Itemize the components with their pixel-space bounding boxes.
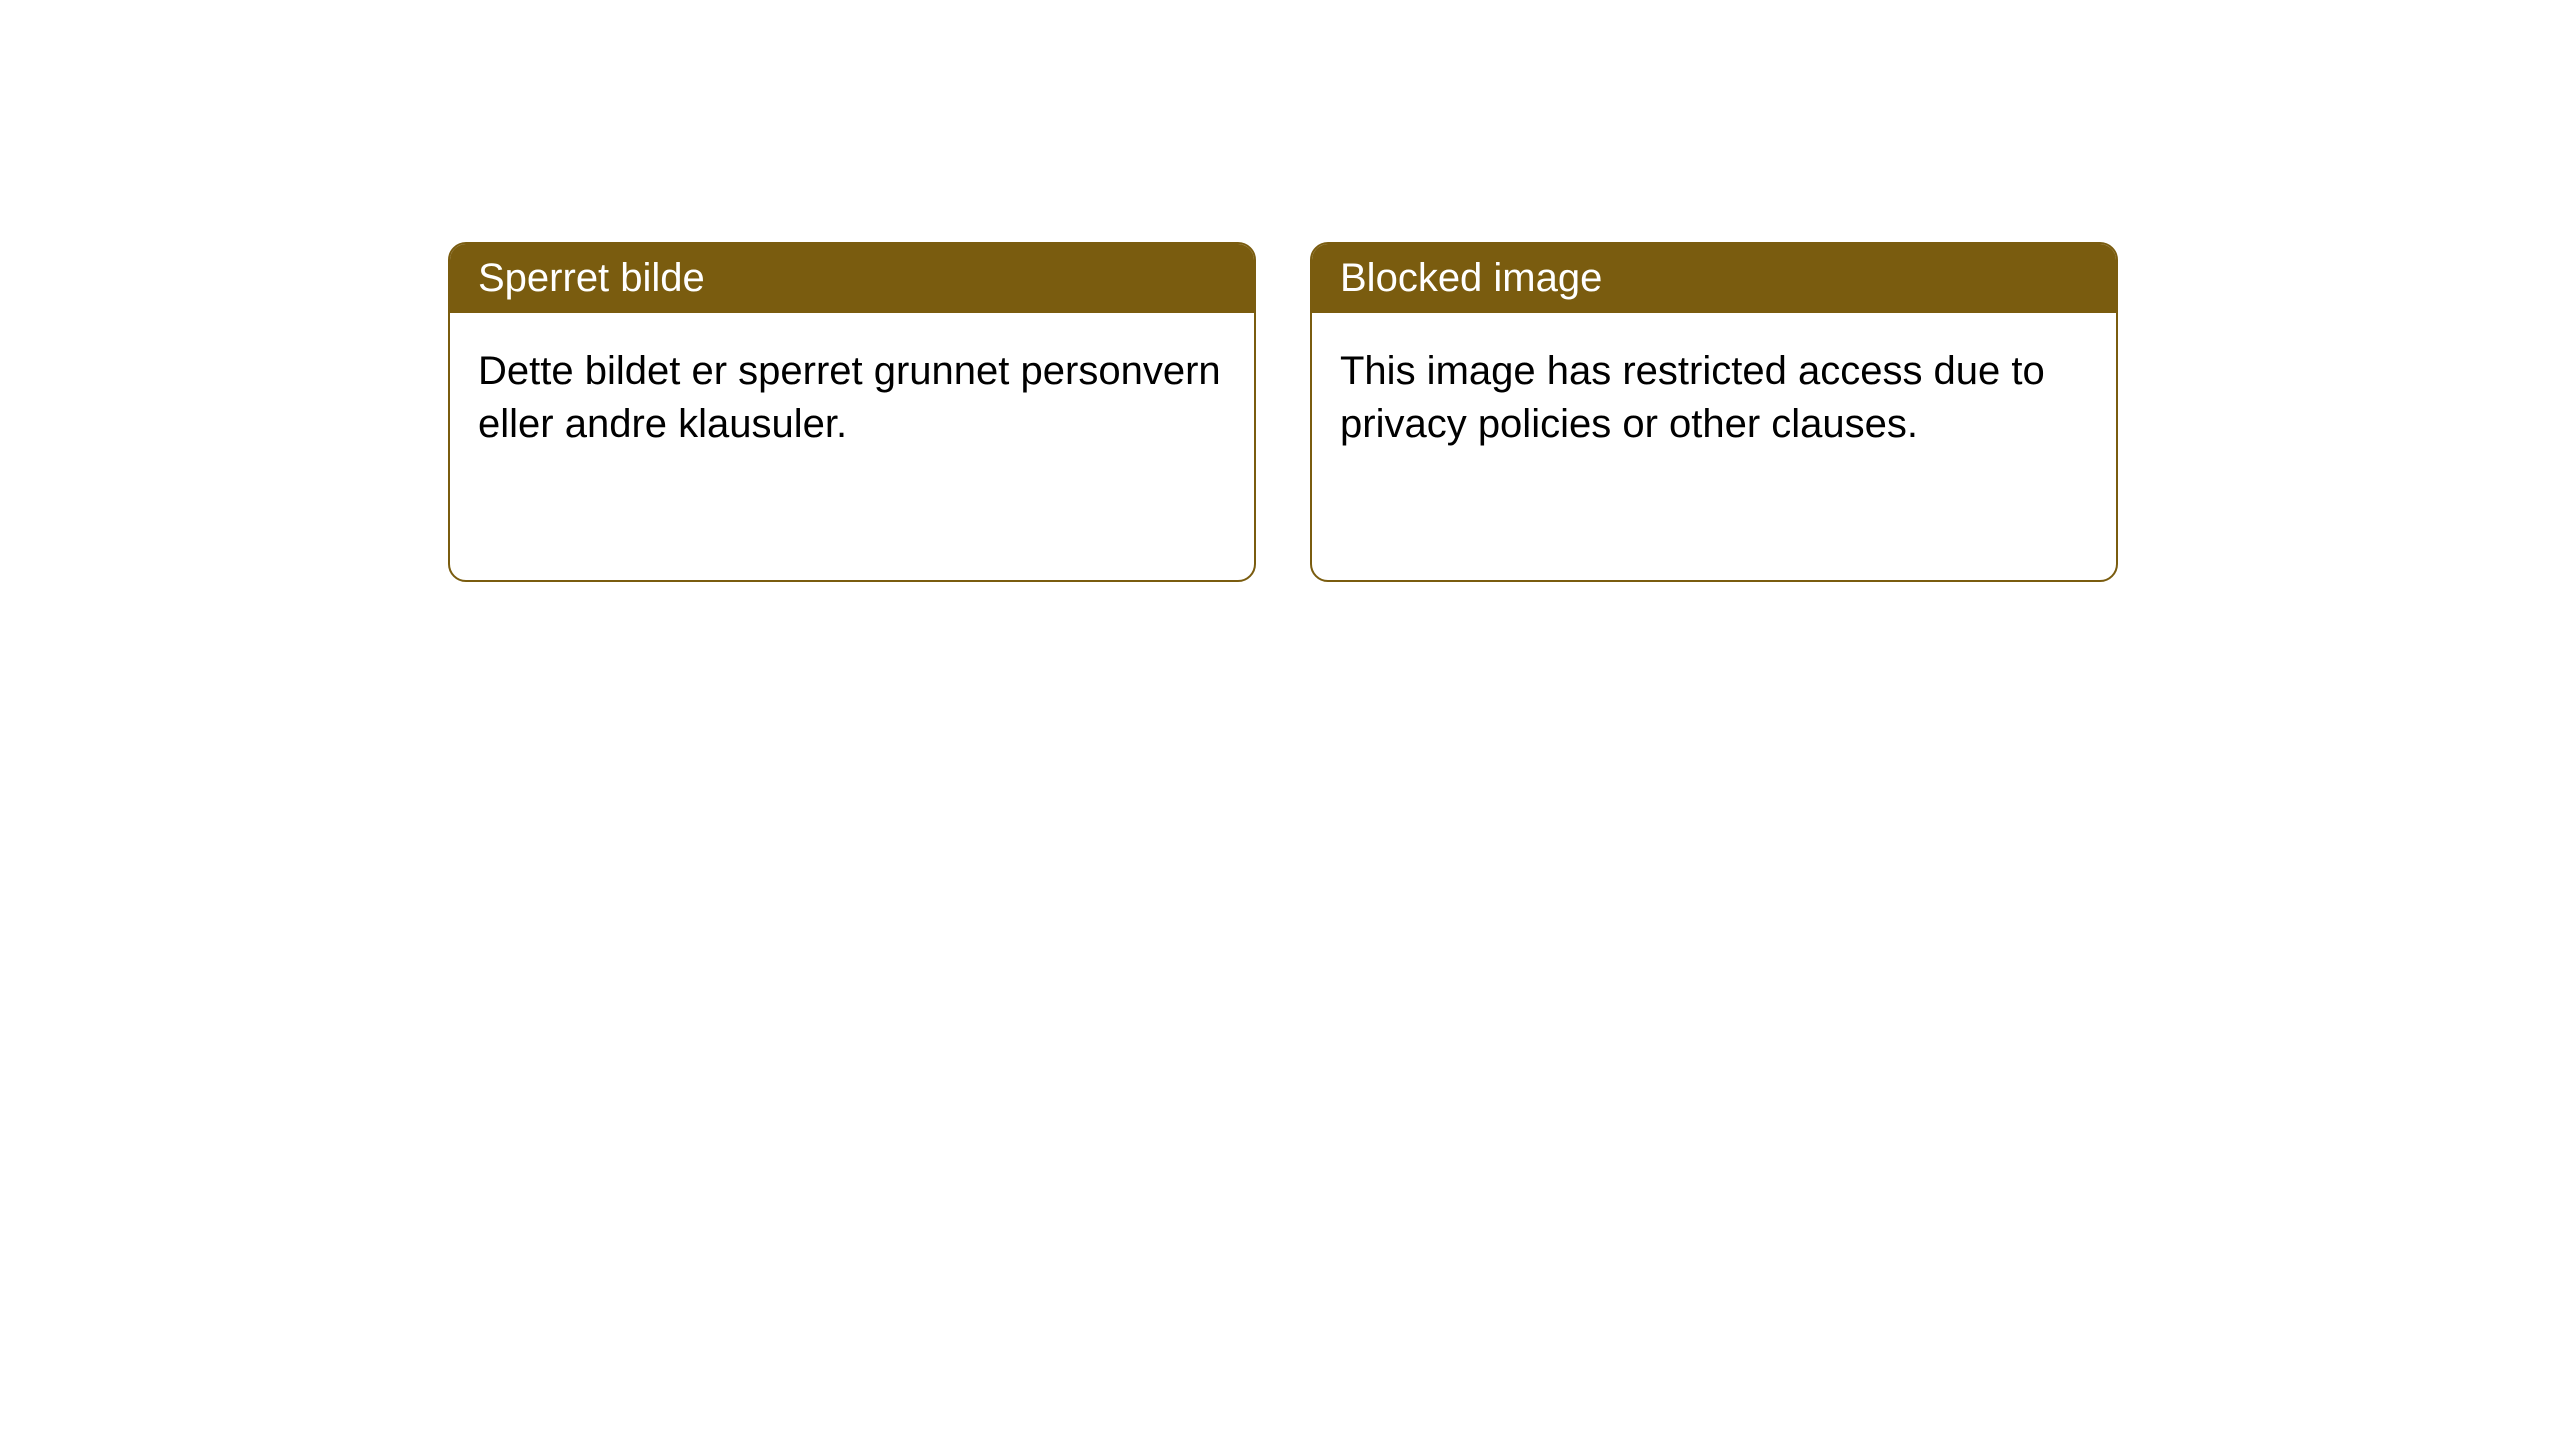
notice-body: This image has restricted access due to … — [1312, 313, 2116, 483]
notice-card-norwegian: Sperret bilde Dette bildet er sperret gr… — [448, 242, 1256, 582]
notice-container: Sperret bilde Dette bildet er sperret gr… — [0, 0, 2560, 582]
notice-title: Sperret bilde — [450, 244, 1254, 313]
notice-body: Dette bildet er sperret grunnet personve… — [450, 313, 1254, 483]
notice-title: Blocked image — [1312, 244, 2116, 313]
notice-card-english: Blocked image This image has restricted … — [1310, 242, 2118, 582]
